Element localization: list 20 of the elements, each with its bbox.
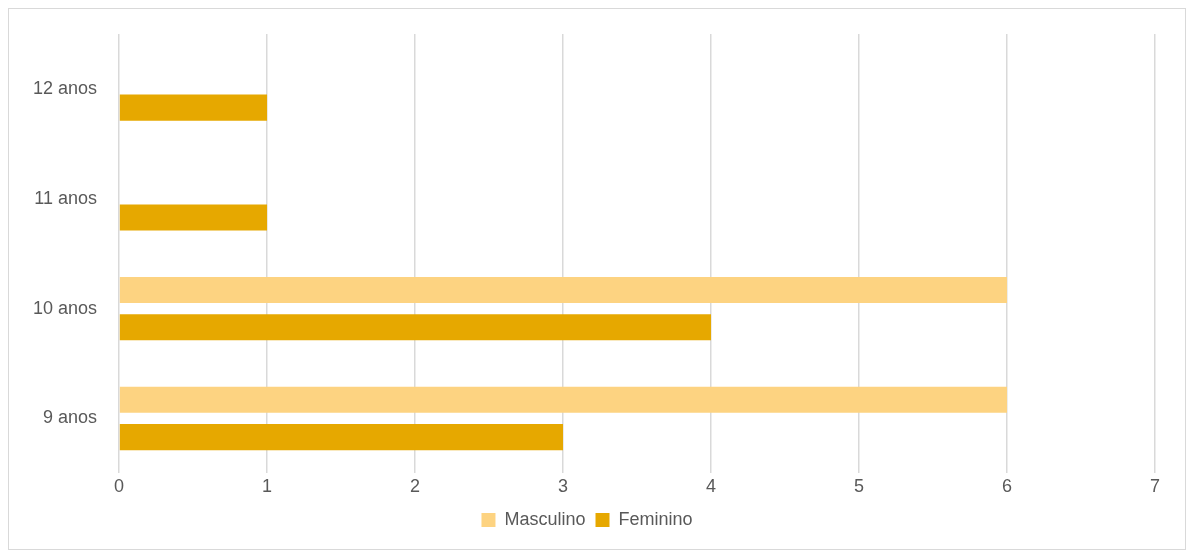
y-tick-label: 12 anos	[32, 77, 98, 98]
bar	[119, 204, 268, 231]
x-tick-label: 6	[1002, 476, 1013, 497]
legend-label: Feminino	[618, 508, 693, 529]
y-tick-label: 10 anos	[32, 297, 98, 318]
y-tick-label: 9 anos	[43, 407, 98, 428]
bar	[119, 94, 268, 121]
bar	[119, 276, 1008, 304]
y-tick-label: 11 anos	[34, 187, 98, 208]
bar	[119, 314, 712, 341]
x-tick-label: 0	[114, 476, 125, 497]
x-tick-label: 2	[410, 476, 421, 497]
x-tick-label: 4	[706, 476, 717, 497]
bar	[119, 424, 564, 451]
bar	[119, 386, 1008, 413]
x-tick-label: 7	[1149, 476, 1161, 497]
legend-label: Masculino	[504, 508, 586, 529]
x-tick-label: 3	[558, 476, 569, 497]
x-tick-label: 1	[262, 476, 273, 497]
x-tick-label: 5	[854, 476, 865, 497]
